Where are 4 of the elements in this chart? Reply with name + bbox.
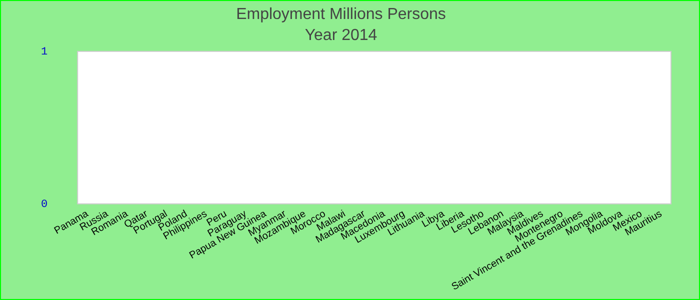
chart-title: Employment Millions Persons bbox=[236, 6, 446, 24]
y-tick-label: 0 bbox=[40, 198, 48, 211]
y-tick-label: 1 bbox=[40, 46, 48, 58]
chart-subtitle: Year 2014 bbox=[304, 27, 378, 44]
